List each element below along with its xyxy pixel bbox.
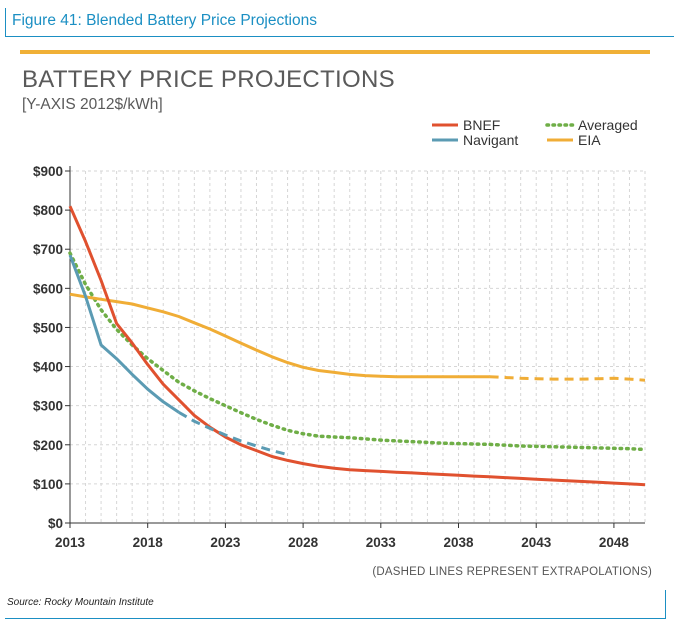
source-box: Source: Rocky Mountain Institute (5, 590, 666, 619)
legend-label-eia: EIA (578, 132, 601, 148)
y-tick-label: $600 (33, 281, 63, 296)
x-tick-label: 2048 (599, 535, 630, 550)
navigant-extrapolation-line (178, 411, 288, 457)
figure-title: Figure 41: Blended Battery Price Project… (12, 12, 317, 29)
y-tick-label: $800 (33, 203, 63, 218)
y-tick-label: $500 (33, 320, 63, 335)
x-tick-label: 2018 (133, 535, 164, 550)
navigant-series-line (68, 254, 180, 414)
title-rule (20, 50, 650, 54)
y-tick-label: $100 (33, 477, 63, 492)
averaged-series-line (68, 251, 647, 452)
legend-label-bnef: BNEF (463, 117, 500, 133)
x-tick-label: 2028 (288, 535, 319, 550)
chart-subtitle: [Y-AXIS 2012$/kWh] (22, 96, 163, 113)
eia-series-line (69, 292, 490, 379)
y-tick-label: $900 (33, 164, 63, 179)
x-tick-label: 2043 (521, 535, 552, 550)
y-tick-label: $0 (48, 516, 63, 531)
x-tick-label: 2013 (55, 535, 86, 550)
y-tick-label: $700 (33, 242, 63, 257)
x-tick-label: 2023 (210, 535, 241, 550)
figure-header: Figure 41: Blended Battery Price Project… (5, 8, 674, 37)
x-tick-label: 2038 (443, 535, 474, 550)
source-text: Source: Rocky Mountain Institute (7, 597, 154, 608)
y-tick-label: $300 (33, 399, 63, 414)
eia-extrapolation-line (489, 375, 646, 382)
bnef-series-line (68, 205, 646, 487)
legend-label-averaged: Averaged (578, 117, 638, 133)
x-tick-label: 2033 (366, 535, 397, 550)
chart-title: BATTERY PRICE PROJECTIONS (22, 66, 395, 93)
extrapolation-note: (DASHED LINES REPRESENT EXTRAPOLATIONS) (372, 566, 652, 578)
legend-label-navigant: Navigant (463, 132, 518, 148)
y-tick-label: $400 (33, 360, 63, 375)
y-tick-label: $200 (33, 438, 63, 453)
